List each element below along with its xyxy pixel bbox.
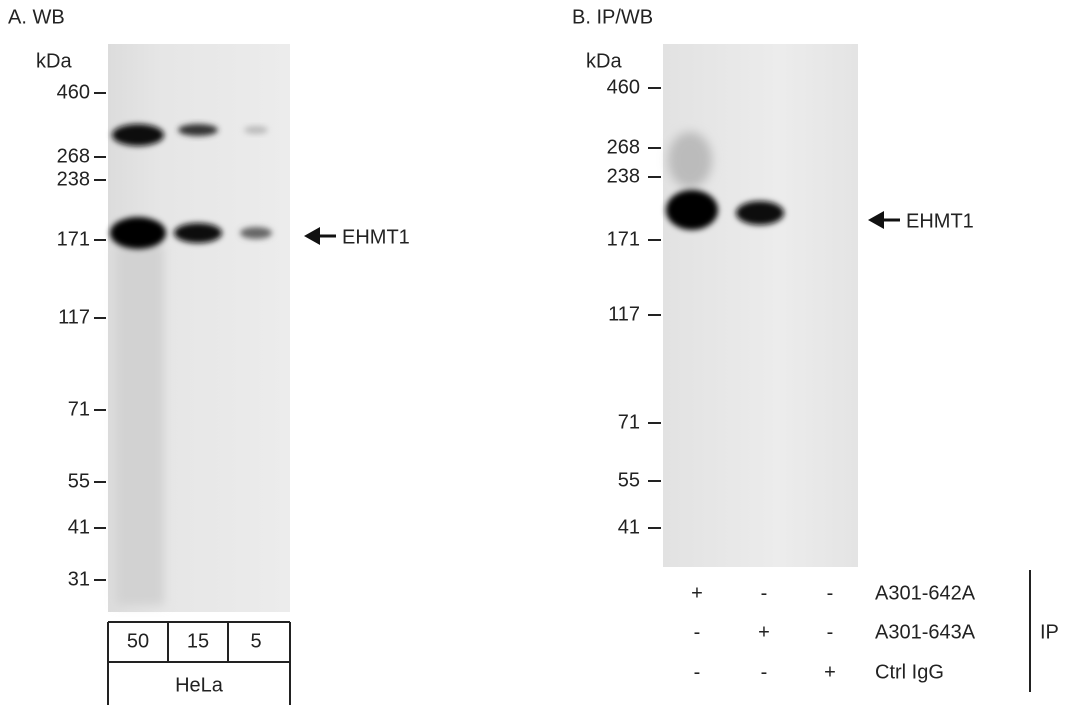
ip-row-label: Ctrl IgG	[875, 661, 944, 683]
ip-label: IP	[1040, 621, 1059, 643]
marker-label: 238	[57, 168, 90, 190]
marker-label: 460	[57, 81, 90, 103]
target-label: EHMT1	[342, 226, 410, 248]
ip-mark: -	[827, 582, 834, 604]
ip-row-label: A301-642A	[875, 582, 976, 604]
ip-mark: +	[824, 661, 836, 683]
marker-label: 117	[608, 303, 640, 325]
marker-label: 268	[57, 145, 90, 167]
ip-mark: -	[694, 621, 701, 643]
panel-title: B. IP/WB	[572, 6, 653, 28]
marker-label: 71	[68, 398, 90, 420]
marker-label: 71	[618, 411, 640, 433]
marker-label: 117	[58, 306, 90, 328]
ip-mark: +	[758, 621, 770, 643]
band	[240, 227, 272, 239]
band	[244, 126, 268, 134]
band	[174, 223, 222, 243]
ip-mark: -	[694, 661, 701, 683]
marker-label: 268	[607, 136, 640, 158]
arrow	[304, 211, 900, 245]
band	[666, 190, 718, 230]
band	[178, 124, 218, 136]
band	[112, 124, 164, 146]
blot-b	[663, 44, 858, 567]
lane-box	[107, 570, 1031, 705]
lane-label: 15	[187, 630, 209, 652]
lane-label: 50	[127, 630, 149, 652]
ip-mark: -	[761, 582, 768, 604]
ip-mark: +	[691, 582, 703, 604]
marker-label: 460	[607, 76, 640, 98]
unit-label: kDa	[36, 50, 72, 72]
panel-title: A. WB	[8, 6, 65, 28]
marker-label: 55	[68, 470, 90, 492]
sample-label: HeLa	[175, 674, 224, 696]
marker-label: 238	[607, 165, 640, 187]
smear	[116, 245, 164, 605]
smear	[668, 132, 712, 188]
ip-mark: -	[761, 661, 768, 683]
marker-label: 41	[68, 516, 90, 538]
marker-label: 171	[607, 228, 640, 250]
marker-label: 41	[618, 516, 640, 538]
band	[736, 201, 784, 225]
ip-mark: -	[827, 621, 834, 643]
unit-label: kDa	[586, 50, 622, 72]
band	[110, 217, 166, 249]
marker-label: 55	[618, 469, 640, 491]
lane-label: 5	[250, 630, 261, 652]
marker-label: 171	[57, 228, 90, 250]
target-label: EHMT1	[906, 210, 974, 232]
marker-label: 31	[68, 568, 90, 590]
ip-row-label: A301-643A	[875, 621, 976, 643]
